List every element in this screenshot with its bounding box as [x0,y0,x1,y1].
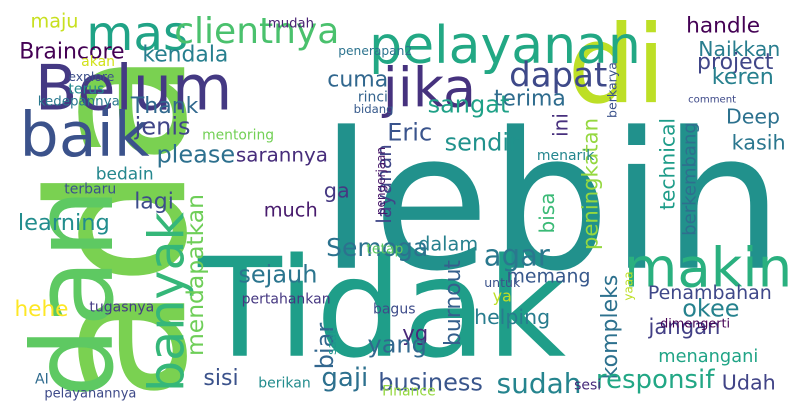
word-thank: Thank [131,93,199,120]
word-bagus: bagus [372,300,416,318]
word-tidak: Tidak [198,230,566,389]
word-handle: handle [685,11,760,39]
word-comment: comment [687,93,736,105]
word-pengerjaan: pengerjaan [374,146,388,216]
word-pertahankan: pertahankan [241,290,331,308]
word-bisa: bisa [535,192,560,234]
word-responsif: responsif [595,365,715,396]
word-bedain: bedain [96,164,154,185]
word-kedepannya: kedepannya [37,93,120,109]
word-much: much [263,199,318,222]
word-learning: learning [17,210,110,237]
word-dimengerti: dimengerti [659,315,730,331]
word-akan: akan [81,54,115,70]
word-makin: makin [623,236,790,301]
word-yaaa: yaaa [622,271,636,301]
word-sesi: sesi [574,376,602,394]
word-yang: yang [367,331,427,360]
word-helping: helping [473,304,550,330]
word-please: please [156,139,236,169]
word-ya: ya [492,286,512,306]
word-ai: AI [35,370,49,388]
word-keren: keren [712,64,774,91]
word-berikan: berikan [257,374,311,392]
word-menarik: menarik [537,146,595,164]
word-semoga: Semoga [326,232,428,263]
word-sisi: sisi [203,366,239,391]
word-naikkan: Naikkan [698,36,780,62]
word-di: di [567,3,667,129]
word-terima: terima [493,84,566,112]
word-maju: maju [29,10,78,33]
word-menangani: menangani [657,345,758,367]
word-memang: memang [506,264,590,288]
word-untuk: untuk [483,275,520,291]
word-sarannya: sarannya [235,144,328,167]
word-saat: saat [324,329,339,355]
word-terbaru: terbaru [64,180,116,198]
word-business: business [378,367,484,397]
word-sendiri: sendiri [444,129,526,158]
word-lagi: lagi [134,187,174,215]
word-bidang: bidang [354,102,394,116]
word-sejauh: sejauh [238,259,318,289]
word-eric: Eric [387,117,433,147]
word-burnout: burnout [441,260,466,346]
word-yg: yg [402,320,428,346]
word-clientnya: clientnya [174,10,340,53]
word-udah: Udah [722,371,776,396]
word-jenis: jenis [135,113,191,142]
word-dapat: dapat [508,54,608,96]
word-rinci: rinci [358,88,388,106]
word-baik: baik [19,99,150,172]
word-ga: ga [323,179,350,204]
word-tetap: tetap [366,240,404,258]
word-hehe: hehe [14,297,68,322]
word-belum: Belum [35,52,233,126]
word-pelayanan: pelayanan [369,16,641,76]
word-terus: terus [67,80,105,98]
word-tugasnya: tugasnya [89,298,155,316]
word-peningkatan: peningkatan [579,118,604,250]
word-jika: jika [382,57,476,120]
word-kompleks: kompleks [597,274,624,380]
word-dalam: dalam [418,232,478,256]
word-sudah: sudah [496,367,582,400]
word-mudah: mudah [268,15,314,31]
word-jangan: jangan [648,315,720,340]
word-cuma: cuma [327,65,389,93]
word-sangat: sangat [427,91,509,120]
word-pelayanannya: pelayanannya [44,385,136,401]
word-deep: Deep [725,105,780,130]
word-lebih: lebih [320,91,784,314]
word-braincore: Braincore [19,37,125,65]
word-penerapan2: penerapan2 [338,43,412,59]
word-mendapatkan: mendapatkan [181,194,209,356]
word-penambahan: Penambahan [648,282,772,305]
word-ini: ini [549,113,574,137]
word-kasih: kasih [731,131,786,156]
word-technical: technical [654,118,680,210]
word-project: project [696,49,774,76]
word-finance: Finance [382,382,436,400]
word-agar: agar [483,238,550,273]
word-okee: okee [682,293,740,323]
word-berkarya: berkarya [605,62,621,118]
word-explore: explore [68,69,114,85]
word-kendala: kendala [142,40,228,68]
word-mentoring: mentoring [202,126,274,144]
word-mas: mas [85,5,188,63]
word-berkembang: berkembang [678,122,700,236]
word-gaji: gaji [321,363,369,394]
